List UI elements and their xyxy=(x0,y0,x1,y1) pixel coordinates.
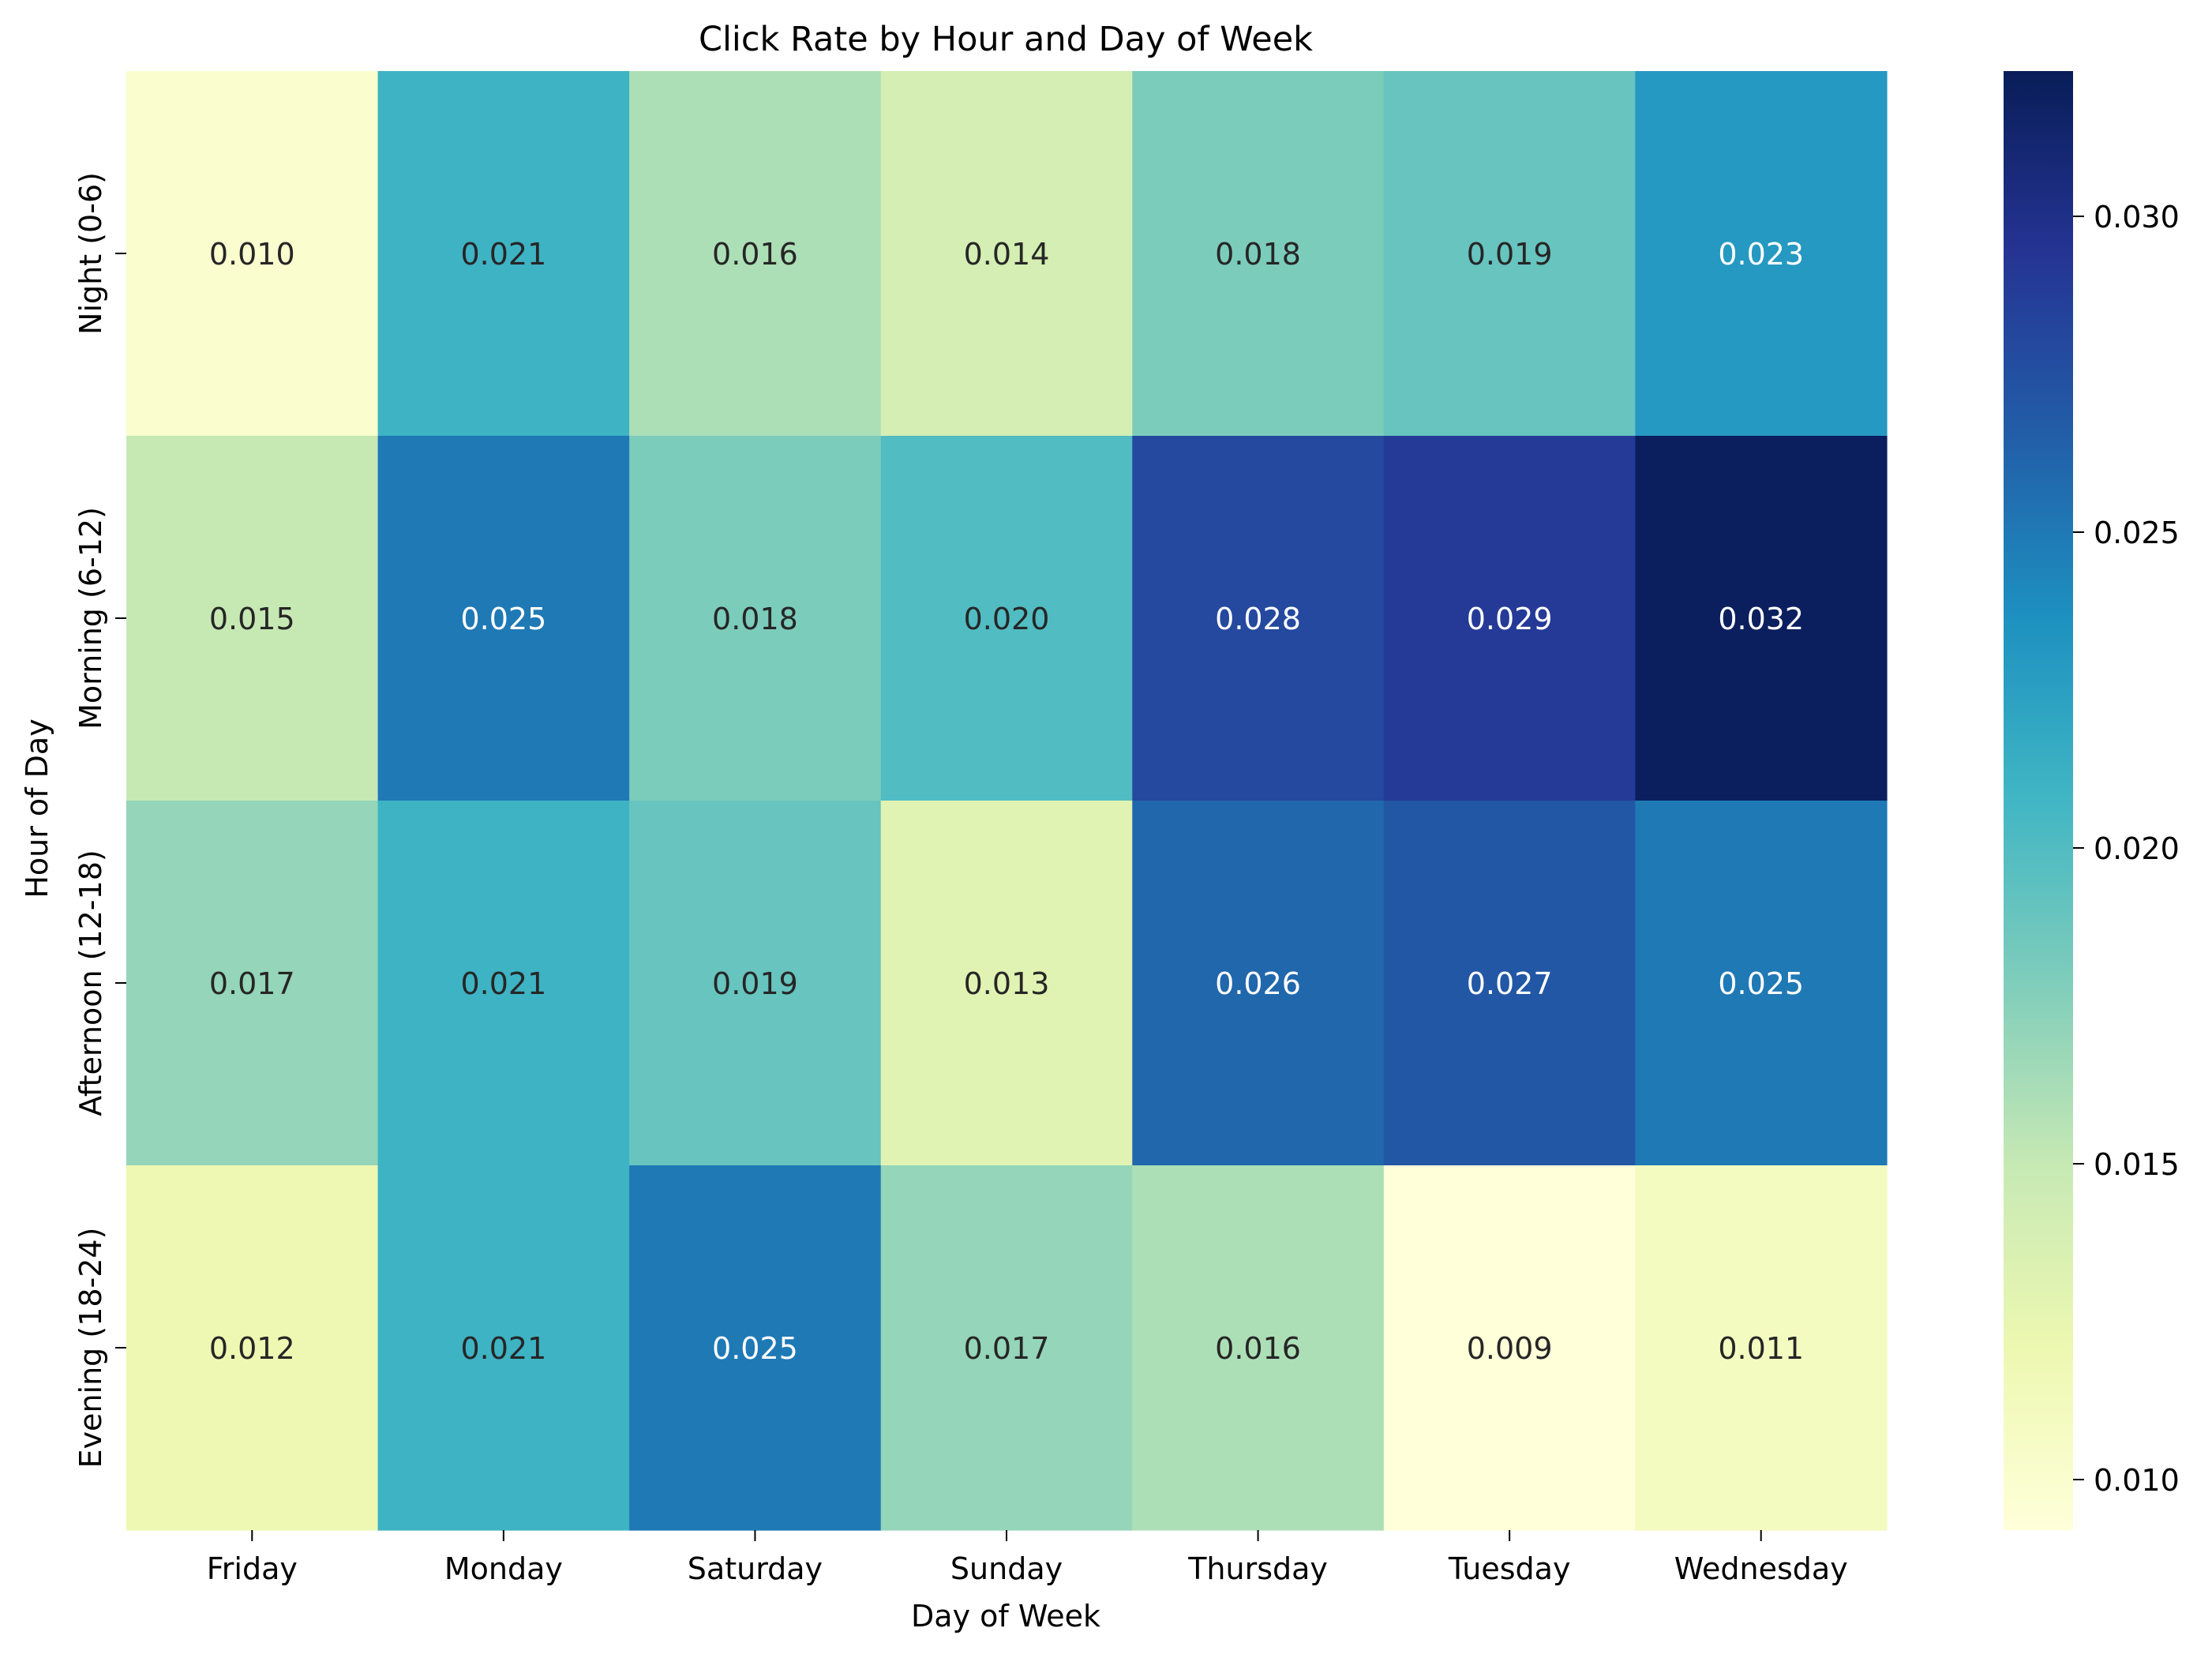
cell-value-label: 0.023 xyxy=(1718,237,1804,272)
heatmap-cell xyxy=(1635,71,1888,437)
heatmap-cell xyxy=(377,801,630,1166)
heatmap-cells: 0.010 0.021 0.016 0.014 0.018 0.019 0.023 0.015… xyxy=(126,71,1888,1531)
heatmap-cell xyxy=(629,1165,882,1531)
cell-value-label: 0.015 xyxy=(209,602,295,636)
heatmap-cell xyxy=(1132,1165,1385,1531)
cell-value-label: 0.018 xyxy=(712,602,798,636)
heatmap-cell xyxy=(880,801,1133,1166)
cell-value-label: 0.029 xyxy=(1467,602,1553,636)
heatmap-cell xyxy=(126,801,379,1166)
heatmap-cell xyxy=(880,436,1133,801)
y-tick-label: Afternoon (12-18) xyxy=(73,850,108,1116)
cell-value-label: 0.017 xyxy=(209,966,295,1001)
colorbar-gradient xyxy=(2004,71,2073,1530)
y-tick-label: Night (0-6) xyxy=(73,172,108,335)
x-axis-label: Day of Week xyxy=(911,1599,1100,1634)
cell-value-label: 0.021 xyxy=(460,1331,546,1366)
heatmap-cell xyxy=(1383,71,1637,437)
y-axis: Night (0-6) Morning (6-12) Afternoon (12-1… xyxy=(73,172,126,1468)
heatmap-cell xyxy=(629,71,882,437)
colorbar-tick-label: 0.025 xyxy=(2094,516,2180,550)
cell-value-label: 0.025 xyxy=(460,602,546,636)
chart-title: Click Rate by Hour and Day of Week xyxy=(699,20,1313,59)
y-tick-label: Evening (18-24) xyxy=(73,1228,108,1469)
cell-value-label: 0.011 xyxy=(1718,1331,1804,1366)
cell-value-label: 0.012 xyxy=(209,1331,295,1366)
colorbar-tick-label: 0.030 xyxy=(2094,200,2180,234)
heatmap-cell xyxy=(377,1165,630,1531)
cell-value-label: 0.010 xyxy=(209,237,295,272)
heatmap-cell xyxy=(880,1165,1133,1531)
x-tick-label: Sunday xyxy=(950,1551,1063,1586)
x-tick-label: Tuesday xyxy=(1448,1551,1571,1586)
cell-value-label: 0.021 xyxy=(460,237,546,272)
colorbar-tick-label: 0.010 xyxy=(2094,1463,2180,1498)
cell-value-label: 0.014 xyxy=(964,237,1050,272)
heatmap-cell xyxy=(1132,801,1385,1166)
y-tick-label: Morning (6-12) xyxy=(73,507,108,730)
x-tick-label: Friday xyxy=(207,1551,298,1586)
heatmap-cell xyxy=(1383,1165,1637,1531)
cell-value-label: 0.028 xyxy=(1215,602,1301,636)
cell-value-label: 0.017 xyxy=(964,1331,1050,1366)
heatmap-cell xyxy=(1383,436,1637,801)
colorbar: 0.010 0.015 0.020 0.025 0.030 xyxy=(2004,71,2180,1530)
heatmap-cell xyxy=(377,71,630,437)
x-tick-label: Monday xyxy=(444,1551,563,1586)
heatmap-cell xyxy=(1383,801,1637,1166)
heatmap-cell xyxy=(1635,436,1888,801)
colorbar-tick-label: 0.020 xyxy=(2094,831,2180,866)
heatmap-cell xyxy=(126,1165,379,1531)
heatmap-cell xyxy=(629,801,882,1166)
cell-value-label: 0.027 xyxy=(1467,966,1553,1001)
heatmap-cell xyxy=(629,436,882,801)
x-tick-label: Saturday xyxy=(688,1551,823,1586)
colorbar-tick-label: 0.015 xyxy=(2094,1147,2180,1182)
cell-value-label: 0.020 xyxy=(964,602,1050,636)
x-tick-label: Thursday xyxy=(1187,1551,1328,1586)
heatmap-cell xyxy=(377,436,630,801)
cell-value-label: 0.016 xyxy=(712,237,798,272)
heatmap-cell xyxy=(1132,71,1385,437)
cell-value-label: 0.025 xyxy=(1718,966,1804,1001)
cell-value-label: 0.025 xyxy=(712,1331,798,1366)
cell-value-label: 0.009 xyxy=(1467,1331,1553,1366)
heatmap-cell xyxy=(1132,436,1385,801)
heatmap-cell xyxy=(1635,801,1888,1166)
cell-value-label: 0.018 xyxy=(1215,237,1301,272)
cell-value-label: 0.019 xyxy=(712,966,798,1001)
heatmap-cell xyxy=(126,436,379,801)
cell-value-label: 0.021 xyxy=(460,966,546,1001)
cell-value-label: 0.032 xyxy=(1718,602,1804,636)
x-axis: Friday Monday Saturday Sunday Thursday Tuesda… xyxy=(207,1530,1848,1586)
heatmap-cell xyxy=(126,71,379,437)
cell-value-label: 0.019 xyxy=(1467,237,1553,272)
y-axis-label: Hour of Day xyxy=(20,718,54,898)
heatmap-cell xyxy=(1635,1165,1888,1531)
cell-value-label: 0.016 xyxy=(1215,1331,1301,1366)
x-tick-label: Wednesday xyxy=(1674,1551,1848,1586)
cell-value-label: 0.013 xyxy=(964,966,1050,1001)
cell-value-label: 0.026 xyxy=(1215,966,1301,1001)
heatmap-cell xyxy=(880,71,1133,437)
